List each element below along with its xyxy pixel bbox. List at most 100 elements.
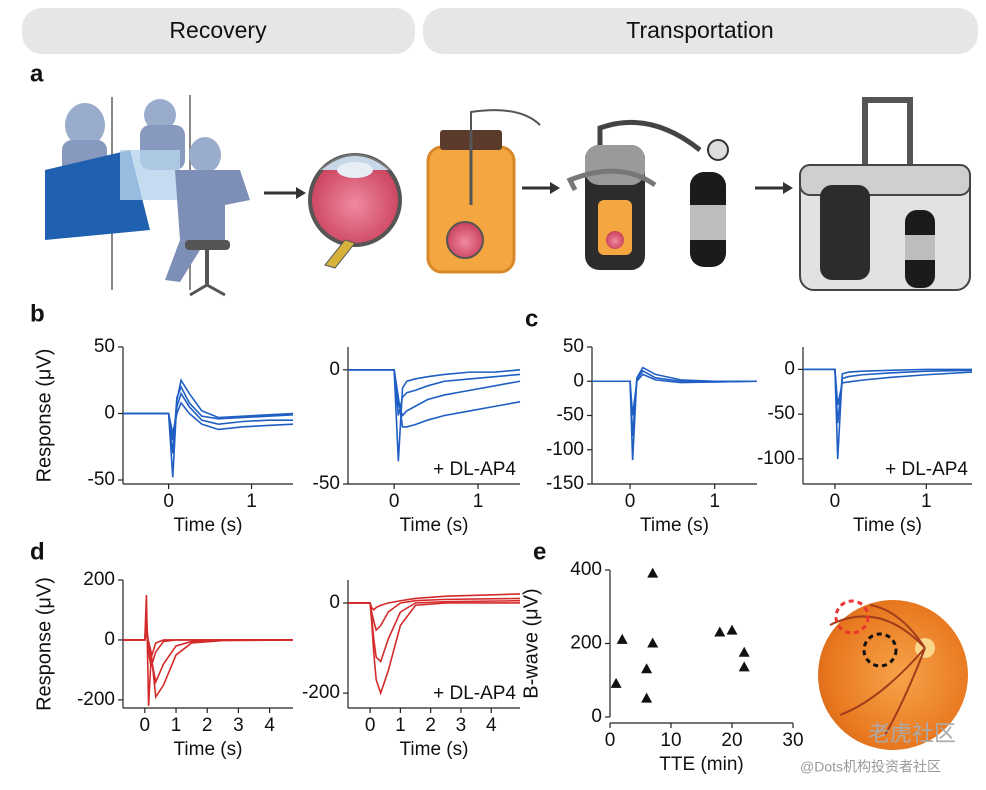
- surgery-illustration: [45, 95, 250, 297]
- x-tick-label: 0: [163, 491, 174, 512]
- x-axis-label: Time (s): [400, 515, 469, 536]
- arrow: [296, 187, 306, 199]
- trace: [123, 384, 294, 454]
- x-tick-label: 2: [202, 715, 213, 736]
- point: [726, 624, 738, 635]
- watermark: @Dots机构投资者社区: [800, 759, 941, 775]
- header-pill: [423, 8, 978, 54]
- header-pill: [22, 8, 415, 54]
- trace: [123, 630, 294, 700]
- y-tick-label: 0: [573, 370, 584, 391]
- x-tick-label: 0: [365, 715, 376, 736]
- x-tick-label: 2: [425, 715, 436, 736]
- x-tick-label: 3: [233, 715, 244, 736]
- y-tick-label: 0: [591, 706, 602, 727]
- x-tick-label: 1: [246, 491, 257, 512]
- trace: [348, 369, 521, 428]
- y-tick-label: 0: [104, 629, 115, 650]
- trace: [592, 373, 758, 416]
- y-tick-label: 200: [83, 569, 115, 590]
- point: [616, 633, 628, 644]
- y-tick-label: -100: [757, 448, 795, 469]
- x-tick-label: 20: [721, 730, 742, 751]
- y-tick-label: -150: [546, 473, 584, 494]
- panel-label: c: [525, 305, 538, 332]
- watermark: 老虎社区: [868, 721, 956, 746]
- x-tick-label: 0: [605, 730, 616, 751]
- y-tick-label: -200: [302, 682, 340, 703]
- point: [641, 663, 653, 674]
- point: [647, 567, 659, 578]
- x-tick-label: 0: [389, 491, 400, 512]
- header: Transportation: [626, 17, 773, 43]
- trace: [348, 369, 521, 462]
- x-tick-label: 0: [140, 715, 151, 736]
- y-tick-label: -50: [557, 405, 584, 426]
- annotation: + DL-AP4: [885, 459, 968, 480]
- y-tick-label: 50: [563, 336, 584, 357]
- y-tick-label: 50: [94, 336, 115, 357]
- x-tick-label: 4: [264, 715, 275, 736]
- y-tick-label: 0: [329, 592, 340, 613]
- annotation: + DL-AP4: [433, 459, 516, 480]
- point: [738, 661, 750, 672]
- arrow: [550, 182, 560, 194]
- trace: [123, 627, 293, 685]
- suitcase-illustration: [799, 97, 971, 291]
- y-tick-label: -100: [546, 439, 584, 460]
- x-axis-label: Time (s): [174, 515, 243, 536]
- y-tick-label: -200: [77, 689, 115, 710]
- x-tick-label: 30: [782, 730, 803, 751]
- x-tick-label: 1: [473, 491, 484, 512]
- panel-label: d: [30, 538, 45, 565]
- x-axis-label: Time (s): [400, 739, 469, 760]
- point: [610, 677, 622, 688]
- x-tick-label: 1: [921, 491, 932, 512]
- trace: [348, 369, 521, 416]
- trace: [348, 602, 520, 696]
- trace: [123, 391, 293, 441]
- x-tick-label: 1: [395, 715, 406, 736]
- x-tick-label: 3: [456, 715, 467, 736]
- y-axis-label: B-wave (μV): [520, 588, 542, 698]
- x-tick-label: 1: [171, 715, 182, 736]
- trace: [123, 615, 293, 668]
- fundus-image: [818, 599, 968, 750]
- x-axis-label: Time (s): [853, 515, 922, 536]
- eye-illustration: [308, 153, 402, 269]
- x-tick-label: 10: [660, 730, 681, 751]
- arrow: [783, 182, 793, 194]
- y-tick-label: 0: [104, 403, 115, 424]
- y-axis-label: Response (μV): [33, 349, 55, 483]
- point: [641, 692, 653, 703]
- point: [647, 637, 659, 648]
- panel-label: e: [533, 538, 546, 565]
- trace: [123, 401, 294, 434]
- x-axis-label: Time (s): [640, 515, 709, 536]
- cooler-illustration: [566, 119, 729, 270]
- y-tick-label: -50: [768, 403, 795, 424]
- x-tick-label: 0: [625, 491, 636, 512]
- point: [738, 646, 750, 657]
- x-tick-label: 1: [709, 491, 720, 512]
- y-tick-label: 200: [570, 633, 602, 654]
- trace: [803, 368, 972, 459]
- x-axis-label: Time (s): [174, 739, 243, 760]
- x-tick-label: 4: [486, 715, 497, 736]
- point: [714, 626, 726, 637]
- x-tick-label: 0: [830, 491, 841, 512]
- trace: [803, 368, 973, 406]
- header: Recovery: [169, 17, 267, 43]
- panel-label: b: [30, 300, 45, 327]
- y-tick-label: 400: [570, 559, 602, 580]
- annotation: + DL-AP4: [433, 683, 516, 704]
- y-tick-label: -50: [313, 473, 340, 494]
- y-tick-label: 0: [329, 359, 340, 380]
- y-axis-label: Response (μV): [33, 577, 55, 711]
- jar-illustration: [426, 109, 541, 274]
- x-axis-label: TTE (min): [659, 754, 743, 775]
- trace: [123, 378, 294, 478]
- panel-label: a: [30, 60, 44, 87]
- y-tick-label: 0: [784, 358, 795, 379]
